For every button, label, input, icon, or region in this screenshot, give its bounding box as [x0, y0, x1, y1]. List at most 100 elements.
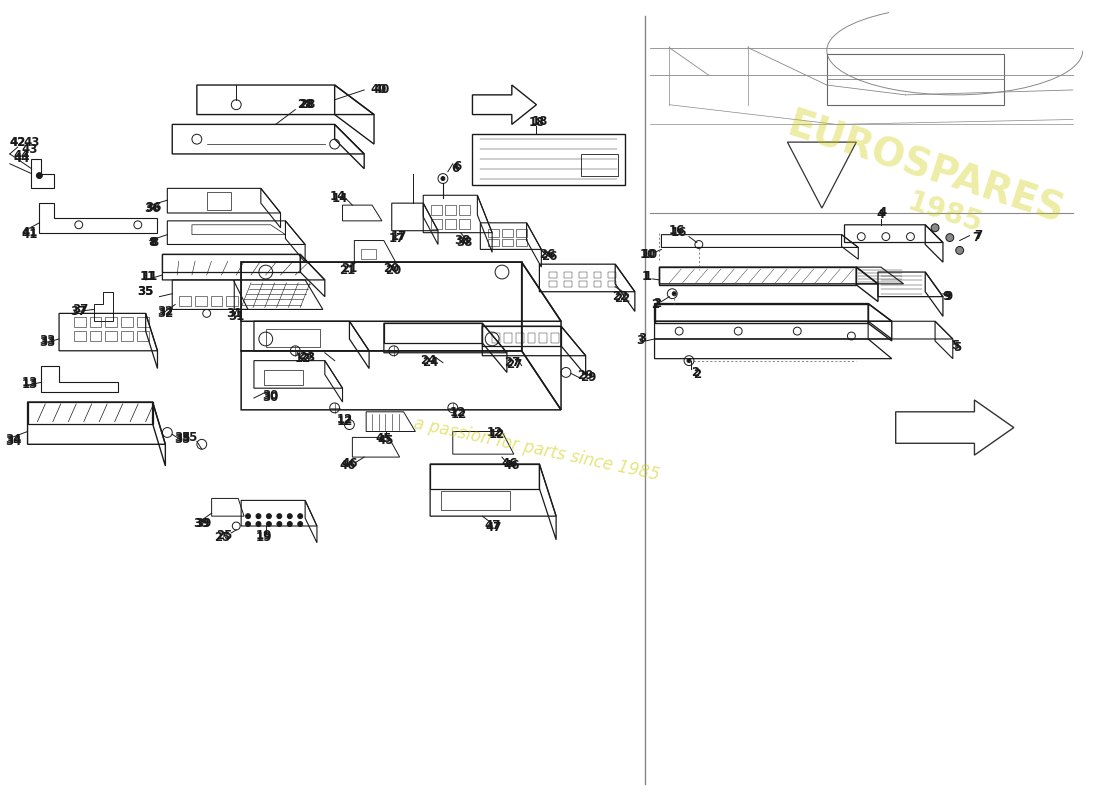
Text: 2: 2	[653, 297, 661, 310]
Text: 26: 26	[541, 250, 558, 262]
Text: 12: 12	[337, 415, 353, 428]
Text: 16: 16	[669, 224, 685, 238]
Text: 20: 20	[384, 262, 400, 274]
Text: 23: 23	[299, 351, 316, 364]
Text: 29: 29	[578, 369, 594, 382]
Text: 33: 33	[40, 334, 55, 347]
Text: 1: 1	[644, 270, 651, 283]
Text: 12: 12	[337, 413, 353, 426]
Text: 18: 18	[531, 115, 548, 128]
Bar	[594, 281, 602, 287]
Bar	[608, 272, 616, 278]
Circle shape	[256, 522, 261, 526]
Bar	[504, 333, 512, 343]
Text: 9: 9	[943, 290, 951, 303]
Text: 24: 24	[420, 354, 437, 367]
Circle shape	[256, 514, 261, 518]
Circle shape	[672, 292, 676, 296]
Text: 27: 27	[506, 358, 521, 371]
Text: 9: 9	[945, 290, 953, 303]
Text: 8: 8	[151, 236, 158, 249]
Text: 29: 29	[581, 371, 597, 384]
Text: 2: 2	[693, 368, 701, 381]
Bar	[581, 154, 618, 175]
Text: 11: 11	[142, 270, 157, 283]
Text: 4: 4	[877, 209, 886, 222]
Circle shape	[266, 522, 272, 526]
Text: 34: 34	[6, 435, 22, 448]
Text: 31: 31	[227, 307, 242, 320]
Text: 40: 40	[371, 83, 387, 97]
Text: 30: 30	[263, 390, 278, 403]
Text: 47: 47	[484, 519, 500, 533]
Circle shape	[946, 234, 954, 242]
Text: 44: 44	[13, 150, 30, 162]
Circle shape	[298, 514, 302, 518]
Text: a passion for parts since 1985: a passion for parts since 1985	[411, 414, 661, 484]
Text: 12: 12	[487, 426, 503, 439]
Bar	[89, 318, 101, 327]
Bar	[594, 272, 602, 278]
Circle shape	[287, 514, 293, 518]
Text: 35: 35	[138, 286, 154, 298]
Bar	[502, 238, 513, 246]
Text: 21: 21	[341, 262, 358, 274]
Bar	[579, 281, 586, 287]
Text: 19: 19	[255, 531, 272, 544]
Text: 12: 12	[488, 428, 505, 441]
Bar	[136, 318, 149, 327]
Bar	[121, 331, 133, 341]
Bar	[89, 331, 101, 341]
Bar	[516, 333, 524, 343]
Text: 42: 42	[10, 136, 26, 149]
Text: 22: 22	[612, 290, 628, 303]
Text: 32: 32	[157, 307, 174, 320]
Bar	[549, 281, 557, 287]
Bar	[361, 250, 376, 259]
Text: 43: 43	[23, 136, 40, 149]
Bar	[207, 192, 231, 210]
Text: 14: 14	[329, 190, 345, 202]
Bar	[459, 205, 470, 215]
Text: 3: 3	[638, 333, 646, 346]
Text: 17: 17	[390, 230, 407, 243]
Bar	[539, 333, 548, 343]
Bar	[488, 238, 499, 246]
Circle shape	[245, 522, 251, 526]
Text: 28: 28	[299, 98, 316, 111]
Text: 39: 39	[196, 517, 212, 530]
Text: 13: 13	[21, 376, 37, 389]
Text: 36: 36	[144, 202, 161, 214]
Text: 20: 20	[386, 263, 402, 277]
Text: 47: 47	[486, 522, 503, 534]
Bar	[579, 272, 586, 278]
Text: 1: 1	[641, 270, 650, 283]
Text: 41: 41	[21, 226, 37, 239]
Bar	[106, 318, 117, 327]
Bar	[74, 331, 86, 341]
Text: 2: 2	[651, 298, 660, 311]
Text: 35: 35	[174, 431, 190, 444]
Text: 31: 31	[228, 310, 244, 323]
Bar	[827, 54, 1004, 105]
Bar	[551, 333, 559, 343]
Text: 22: 22	[614, 292, 630, 305]
Text: 21: 21	[339, 263, 355, 277]
Text: 43: 43	[21, 142, 37, 155]
Text: 37: 37	[70, 305, 87, 318]
Text: 12: 12	[450, 406, 465, 419]
Text: 26: 26	[539, 248, 556, 261]
Bar	[528, 333, 536, 343]
Text: 40: 40	[374, 83, 390, 97]
Circle shape	[36, 173, 42, 178]
Circle shape	[931, 224, 939, 232]
Text: 44: 44	[13, 152, 30, 166]
Text: 10: 10	[639, 248, 656, 261]
Circle shape	[287, 522, 293, 526]
Text: EUROSPARES: EUROSPARES	[782, 106, 1068, 231]
Text: 45: 45	[377, 434, 394, 447]
Text: 5: 5	[953, 342, 960, 354]
Bar	[441, 490, 510, 510]
Text: 24: 24	[422, 356, 438, 369]
Text: 35: 35	[174, 433, 190, 446]
